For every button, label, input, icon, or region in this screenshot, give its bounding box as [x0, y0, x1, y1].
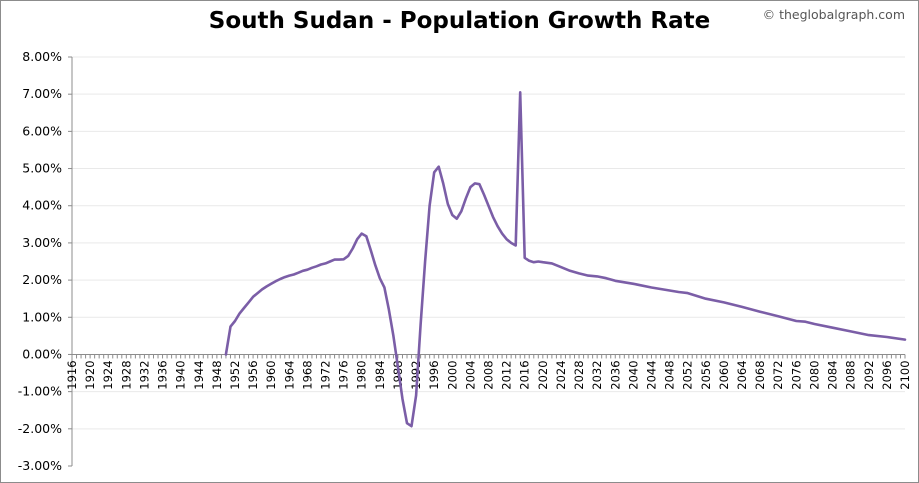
x-tick-label: 2096	[880, 360, 894, 389]
x-tick-label: 2072	[771, 360, 785, 389]
x-tick-label: 2088	[844, 360, 858, 389]
x-tick-label: 1924	[101, 360, 115, 389]
x-tick-label: 1928	[119, 360, 133, 389]
series-layer	[224, 91, 907, 428]
x-tick-label: 2048	[663, 360, 677, 389]
x-tick-label: 1952	[228, 360, 242, 389]
x-tick-labels: 1916 1920 1924 1928 1932 1936 1940 1944 1948 1952…	[65, 360, 912, 389]
y-tick-label: 0.00%	[22, 346, 62, 361]
x-tick-label: 2032	[590, 360, 604, 389]
y-tick-label: 5.00%	[22, 161, 62, 176]
x-tick-label: 2040	[626, 360, 640, 389]
x-tick-label: 1996	[427, 360, 441, 389]
x-tick-label: 1916	[65, 360, 79, 389]
x-tick-label: 2060	[717, 360, 731, 389]
x-tick-label: 2068	[753, 360, 767, 389]
series-line	[224, 91, 907, 428]
x-tick-label: 2052	[681, 360, 695, 389]
y-tick-label: -2.00%	[18, 421, 62, 436]
y-tick-label: 1.00%	[22, 309, 62, 324]
x-tick-label: 2036	[608, 360, 622, 389]
x-tick-label: 1972	[319, 360, 333, 389]
y-tick-label: 4.00%	[22, 198, 62, 213]
x-tick-label: 2084	[826, 360, 840, 389]
x-tick-label: 1940	[174, 360, 188, 389]
x-tick-label: 2020	[536, 360, 550, 389]
y-tick-label: -1.00%	[18, 384, 62, 399]
y-tick-label: 8.00%	[22, 49, 62, 64]
x-tick-label: 2076	[789, 360, 803, 389]
x-tick-label: 1968	[300, 360, 314, 389]
y-tick-label: 7.00%	[22, 86, 62, 101]
x-tick-label: 1920	[83, 360, 97, 389]
gridlines	[72, 56, 905, 430]
x-tick-label: 2028	[572, 360, 586, 389]
x-tick-label: 2056	[699, 360, 713, 389]
x-tick-label: 1948	[210, 360, 224, 389]
x-tick-label: 1932	[137, 360, 151, 389]
x-tick-label: 2024	[554, 360, 568, 389]
x-tick-label: 1936	[156, 360, 170, 389]
x-tick-label: 1980	[355, 360, 369, 389]
x-tick-label: 2080	[807, 360, 821, 389]
x-tick-label: 2064	[735, 360, 749, 389]
chart-title: South Sudan - Population Growth Rate	[208, 8, 711, 34]
y-tick-label: -3.00%	[18, 458, 62, 473]
watermark-credit: © theglobalgraph.com	[762, 7, 905, 22]
x-tick-label: 2092	[862, 360, 876, 389]
y-tick-label: 3.00%	[22, 235, 62, 250]
x-tick-label: 2100	[898, 360, 912, 389]
y-tick-labels: -3.00% -2.00% -1.00% 0.00% 1.00% 2.00% 3.00% 4.…	[18, 49, 62, 473]
x-tick-label: 2004	[463, 360, 477, 389]
x-tick-label: 2016	[518, 360, 532, 389]
x-tick-label: 2012	[500, 360, 514, 389]
x-tick-label: 1984	[373, 360, 387, 389]
x-tick-label: 1976	[337, 360, 351, 389]
x-tick-label: 2008	[482, 360, 496, 389]
axes	[68, 56, 906, 467]
x-tick-label: 2044	[644, 360, 658, 389]
x-tick-label: 1992	[409, 360, 423, 389]
y-tick-label: 6.00%	[22, 123, 62, 138]
x-tick-label: 1960	[264, 360, 278, 389]
x-tick-label: 1964	[282, 360, 296, 389]
x-tick-label: 1944	[192, 360, 206, 389]
y-tick-label: 2.00%	[22, 272, 62, 287]
x-tick-label: 2000	[445, 360, 459, 389]
x-tick-label: 1956	[246, 360, 260, 389]
